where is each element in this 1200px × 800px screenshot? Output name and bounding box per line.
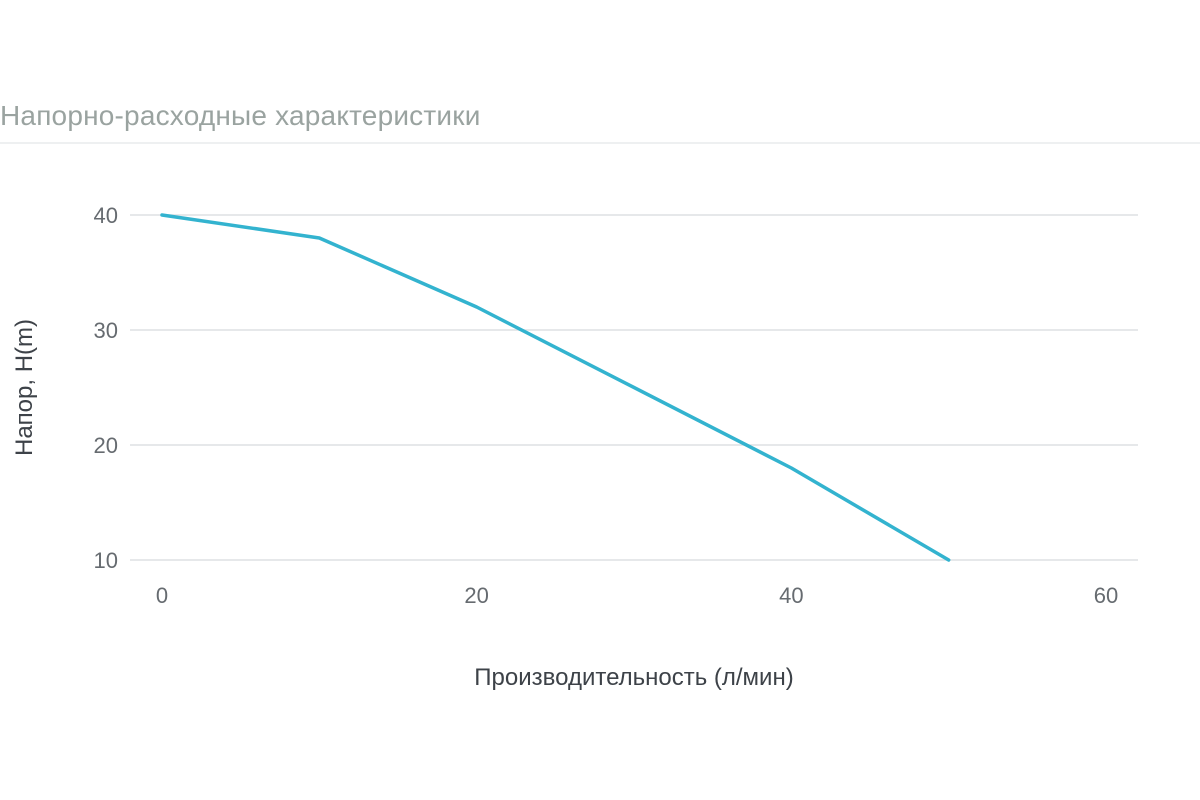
section-title: Напорно-расходные характеристики — [0, 100, 481, 131]
y-tick-label: 30 — [94, 318, 118, 343]
y-tick-label: 40 — [94, 203, 118, 228]
y-tick-labels: 10 20 30 40 — [94, 203, 118, 573]
title-divider — [0, 142, 1200, 144]
grid-lines — [130, 214, 1138, 561]
y-tick-label: 10 — [94, 548, 118, 573]
x-tick-label: 20 — [464, 583, 488, 608]
series-line-0 — [160, 213, 951, 562]
x-tick-label: 0 — [156, 583, 168, 608]
x-axis-title: Производительность (л/мин) — [474, 664, 793, 691]
x-tick-label: 60 — [1094, 583, 1118, 608]
y-tick-label: 20 — [94, 433, 118, 458]
series-layer — [160, 213, 951, 562]
x-tick-labels: 0 20 40 60 — [156, 583, 1118, 608]
y-axis-title: Напор, H(m) — [11, 319, 38, 456]
x-tick-label: 40 — [779, 583, 803, 608]
